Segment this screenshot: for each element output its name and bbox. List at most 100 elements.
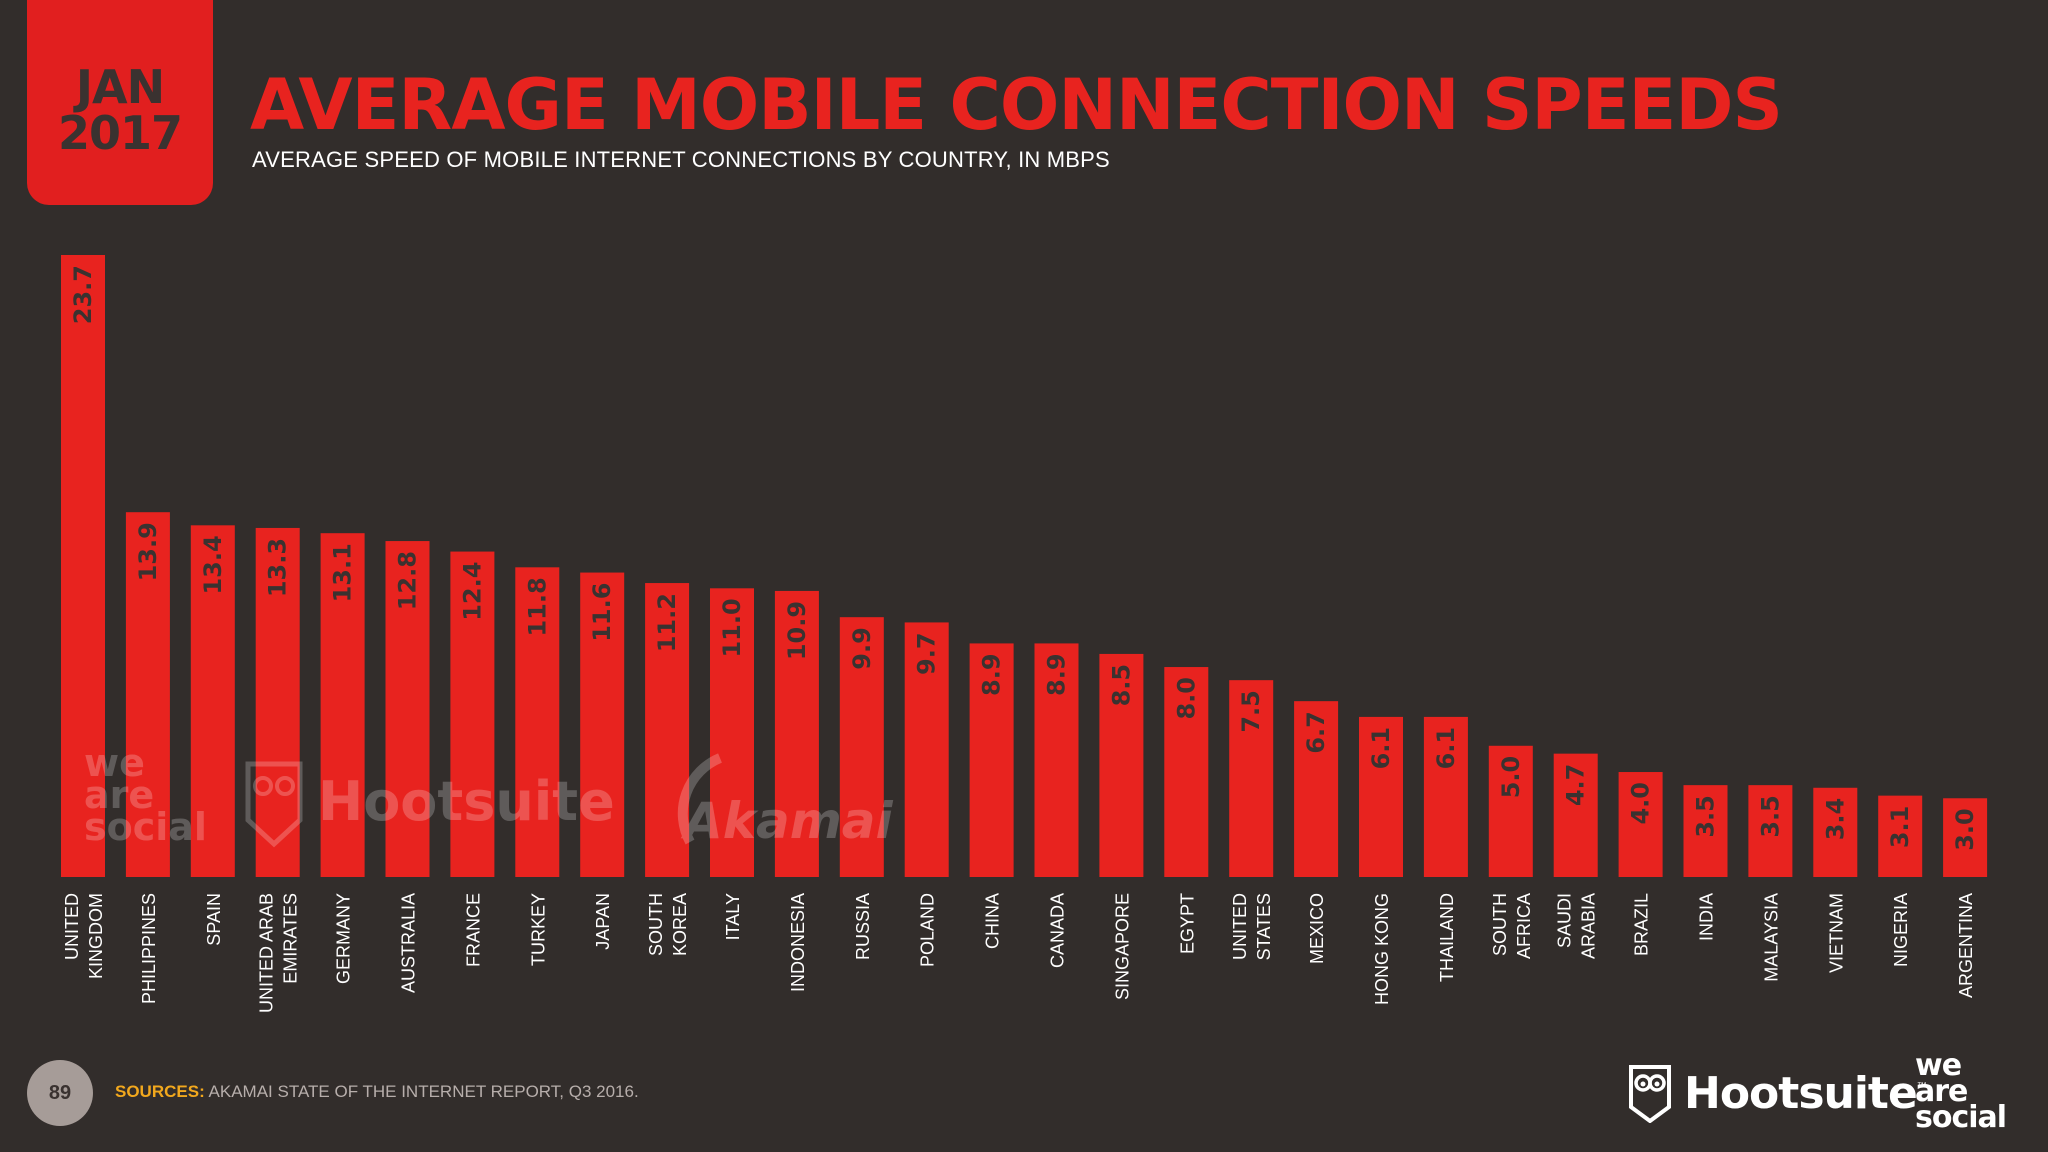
we-are-social-logo: we are social [1915, 1048, 2007, 1135]
category-label: POLAND [918, 893, 938, 967]
date-year: 2017 [57, 105, 183, 160]
source-text: AKAMAI STATE OF THE INTERNET REPORT, Q3 … [204, 1082, 639, 1101]
bar-value-label: 6.1 [1367, 727, 1395, 770]
category-label: SINGAPORE [1112, 893, 1132, 1000]
category-label: INDONESIA [788, 893, 808, 992]
category-label: UNITED [1230, 893, 1250, 960]
hootsuite-logo: Hootsuite ™ [1628, 1063, 1927, 1123]
bar-value-label: 8.9 [1043, 653, 1071, 696]
category-label: AUSTRALIA [399, 893, 419, 993]
was-line-are: are [1915, 1073, 1968, 1109]
category-label: EGYPT [1177, 893, 1197, 954]
bar-thailand [1423, 716, 1468, 877]
bar-mexico [1294, 701, 1339, 877]
date-badge: JAN 2017 [27, 0, 213, 205]
bar-value-label: 3.1 [1886, 806, 1914, 849]
category-label: EMIRATES [281, 893, 301, 984]
category-label: UNITED [62, 893, 82, 960]
bar-poland [904, 622, 949, 877]
bar-spain [190, 525, 235, 877]
category-label: ITALY [723, 893, 743, 940]
bar-value-label: 13.4 [199, 535, 227, 594]
bar-germany [320, 533, 365, 877]
category-label: KINGDOM [86, 893, 106, 979]
bar-value-label: 8.5 [1107, 664, 1135, 707]
category-label: FRANCE [463, 893, 483, 967]
bar-united-states [1229, 680, 1274, 877]
source-label: SOURCES: [115, 1082, 205, 1101]
bar-india [1683, 785, 1728, 877]
bar-value-label: 11.6 [588, 583, 616, 642]
bar-value-label: 10.9 [783, 601, 811, 660]
owl-icon [1629, 1065, 1671, 1123]
source-note: SOURCES: AKAMAI STATE OF THE INTERNET RE… [115, 1082, 639, 1102]
bar-value-label: 9.7 [913, 632, 941, 675]
bar-china [969, 643, 1014, 877]
category-label: NIGERIA [1891, 893, 1911, 967]
bar-value-label: 6.7 [1302, 711, 1330, 754]
category-label: STATES [1254, 893, 1274, 960]
category-label: CANADA [1048, 893, 1068, 968]
bar-south-africa [1488, 745, 1533, 877]
bar-france [450, 551, 495, 877]
category-label: HONG KONG [1372, 893, 1392, 1005]
bar-malaysia [1748, 785, 1793, 877]
bar-italy [710, 588, 754, 877]
category-label: UNITED ARAB [257, 893, 277, 1013]
page-title: AVERAGE MOBILE CONNECTION SPEEDS [250, 64, 1783, 146]
bar-egypt [1164, 667, 1209, 877]
bar-philippines [125, 512, 170, 877]
category-label: RUSSIA [853, 893, 873, 960]
bar-canada [1034, 643, 1079, 877]
bar-japan [580, 572, 625, 877]
bar-value-label: 3.4 [1821, 798, 1849, 841]
bar-value-label: 3.5 [1692, 795, 1720, 838]
category-label: INDIA [1697, 893, 1717, 941]
category-label: THAILAND [1437, 893, 1457, 982]
bar-value-label: 23.7 [69, 265, 97, 324]
trademark-symbol: ™ [1916, 1081, 1927, 1092]
bar-united-arab-emirates [255, 527, 300, 877]
category-label: MEXICO [1307, 893, 1327, 964]
bar-hong-kong [1359, 716, 1403, 877]
page-number-badge: 89 [27, 1060, 93, 1126]
category-label: BRAZIL [1632, 893, 1652, 956]
bar-value-label: 8.9 [978, 653, 1006, 696]
was-line-we: we [1915, 1048, 1962, 1083]
bar-turkey [515, 567, 560, 877]
bar-indonesia [774, 590, 819, 877]
bar-singapore [1099, 653, 1144, 877]
bar-value-label: 4.7 [1562, 764, 1590, 807]
bar-united-kingdom [61, 255, 105, 877]
category-label: VIETNAM [1826, 893, 1846, 973]
date-month: JAN [75, 59, 165, 114]
page-subtitle: AVERAGE SPEED OF MOBILE INTERNET CONNECT… [252, 147, 1110, 172]
bar-value-label: 11.0 [718, 598, 746, 657]
bar-vietnam [1813, 787, 1858, 877]
category-label: SPAIN [204, 893, 224, 946]
bar-value-label: 12.8 [394, 551, 422, 610]
category-label: ARABIA [1579, 893, 1599, 959]
bar-value-label: 9.9 [848, 627, 876, 670]
bar-value-label: 7.5 [1237, 690, 1265, 733]
category-label: KOREA [670, 893, 690, 956]
was-line-social: social [1915, 1099, 2007, 1135]
bar-saudi-arabia [1553, 753, 1598, 877]
category-label: GERMANY [334, 893, 354, 984]
bar-value-label: 5.0 [1497, 756, 1525, 799]
category-label: SOUTH [646, 893, 666, 956]
category-label: MALAYSIA [1761, 893, 1781, 982]
bar-value-label: 4.0 [1627, 782, 1655, 825]
bar-value-label: 3.0 [1951, 808, 1979, 851]
bar-value-label: 3.5 [1756, 795, 1784, 838]
bar-argentina [1943, 798, 1988, 877]
bar-value-label: 13.1 [329, 543, 357, 602]
bar-south-korea [645, 583, 690, 877]
category-label: SOUTH [1490, 893, 1510, 956]
bar-value-label: 11.2 [653, 593, 681, 652]
category-label: SAUDI [1555, 893, 1575, 948]
bar-value-label: 11.8 [523, 577, 551, 636]
category-label: JAPAN [593, 893, 613, 950]
bar-value-label: 6.1 [1432, 727, 1460, 770]
